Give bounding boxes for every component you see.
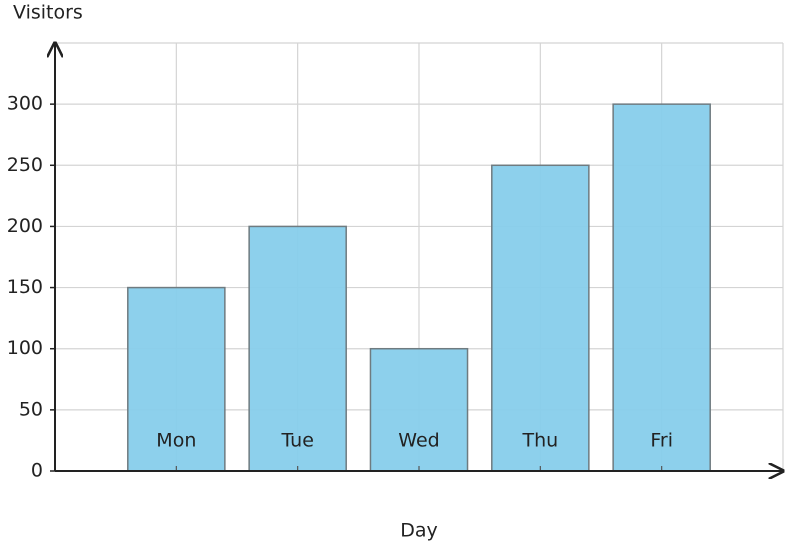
x-tick-label: Wed <box>398 430 439 452</box>
y-tick-label: 0 <box>31 460 43 482</box>
y-tick-label: 300 <box>7 93 43 115</box>
x-tick-label: Tue <box>280 430 313 452</box>
y-tick-label: 150 <box>7 276 43 298</box>
x-tick-label: Mon <box>156 430 196 452</box>
x-tick-label: Fri <box>650 430 673 452</box>
y-tick-label: 250 <box>7 154 43 176</box>
y-axis-label: Visitors <box>13 2 83 24</box>
bars <box>127 103 711 472</box>
y-tick-label: 200 <box>7 215 43 237</box>
bar <box>127 286 226 472</box>
y-tick-label: 50 <box>19 398 43 420</box>
bar <box>248 225 347 472</box>
y-tick-label: 100 <box>7 337 43 359</box>
x-tick-label: Thu <box>521 430 558 452</box>
x-axis-label: Day <box>400 520 438 542</box>
bar <box>612 103 711 472</box>
bar <box>369 347 469 472</box>
bar <box>491 164 590 472</box>
